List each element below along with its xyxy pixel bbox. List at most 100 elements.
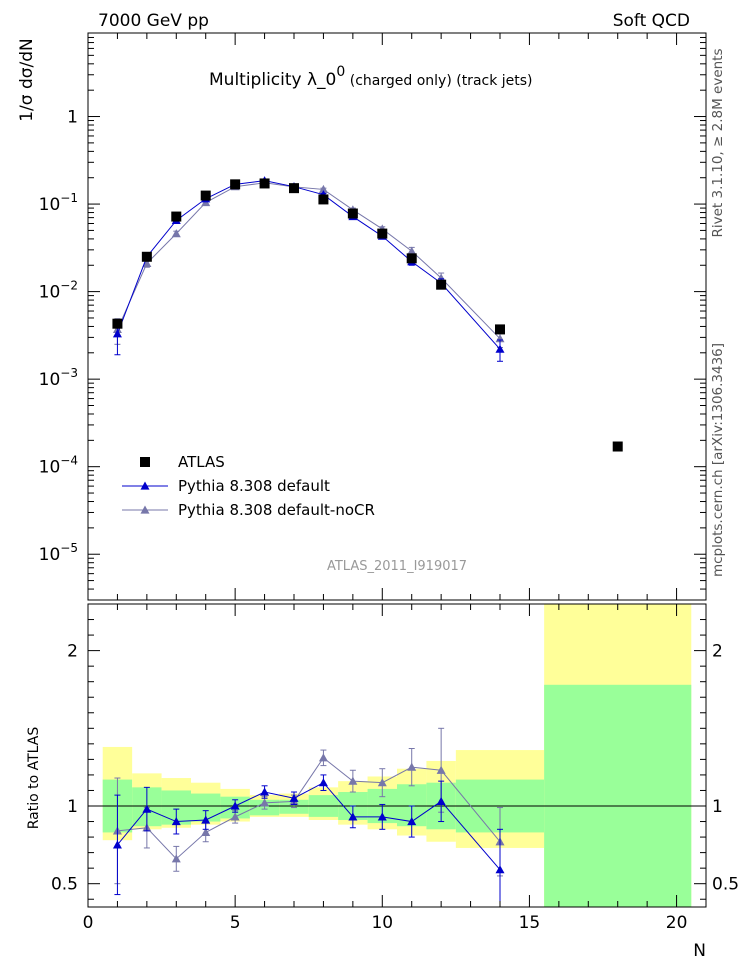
x-axis-label: N <box>693 941 706 961</box>
atlas-point-4 <box>230 179 241 190</box>
main-y-tick-label-base-0: 1 <box>67 108 78 128</box>
main-y-tick-label-exp-4: −4 <box>60 454 78 468</box>
default-point-0 <box>112 329 122 338</box>
band-inner-13 <box>544 684 692 907</box>
atlas-point-1 <box>141 251 152 262</box>
x-tick-label-0: 0 <box>83 913 94 933</box>
ratio-nocr-point-9 <box>377 778 387 787</box>
main-y-tick-label-exp-5: −5 <box>60 541 78 555</box>
x-tick-label-5: 5 <box>230 913 241 933</box>
legend-marker-1 <box>140 481 150 490</box>
ratio-default-point-10 <box>407 817 417 826</box>
axes <box>87 32 707 908</box>
ratio-default-point-8 <box>348 812 358 821</box>
ratio-panel-frame <box>87 603 707 908</box>
ratio-y-tick-label-right-2: 2 <box>712 642 723 662</box>
ratio-default-point-1 <box>142 804 152 813</box>
nocr-line <box>116 182 501 340</box>
main-panel-frame <box>87 32 707 601</box>
ratio-default-point-4 <box>230 801 240 810</box>
ratio-default-point-3 <box>201 815 211 824</box>
ratio-nocr-point-3 <box>201 827 211 837</box>
main-y-tick-label-exp-3: −3 <box>60 366 78 380</box>
analysis-watermark: ATLAS_2011_I919017 <box>327 559 467 574</box>
ratio-y-tick-label-left-0.5: 0.5 <box>51 875 78 895</box>
mcplots-reference-text: mcplots.cern.ch [arXiv:1306.3436] <box>710 343 726 577</box>
ratio-uncertainty-bands <box>102 604 692 907</box>
ratio-default-point-7 <box>318 778 328 787</box>
chart-title: Multiplicity λ_00 (charged only) (track … <box>209 64 533 90</box>
header-right: Soft QCD <box>613 11 690 31</box>
main-y-tick-label-0: 1 <box>67 108 78 128</box>
ratio-panel-series <box>112 727 505 908</box>
nocr-point-2 <box>171 229 181 238</box>
atlas-point-6 <box>289 183 299 194</box>
main-y-tick-label-2: 10−2 <box>39 279 78 303</box>
atlas-point-13 <box>612 441 623 452</box>
atlas-point-5 <box>259 178 270 189</box>
default-line <box>116 180 501 350</box>
ratio-nocr-point-5 <box>260 798 270 807</box>
legend-label-1: Pythia 8.308 default <box>178 477 330 495</box>
ratio-y-tick-label-right-0.5: 0.5 <box>712 875 739 895</box>
ratio-y-tick-label-left-1: 1 <box>67 797 78 817</box>
legend-marker-0 <box>140 457 150 467</box>
main-y-tick-label-exp-1: −1 <box>60 191 78 205</box>
rivet-version-text: Rivet 3.1.10, ≥ 2.8M events <box>710 48 726 237</box>
ratio-default-point-6 <box>289 793 299 802</box>
main-y-tick-label-base-3: 10 <box>39 370 61 390</box>
legend-marker-2 <box>140 505 150 514</box>
nocr-point-7 <box>318 184 328 194</box>
chart-title-superscript: 0 <box>336 64 345 80</box>
atlas-point-11 <box>436 279 447 290</box>
atlas-point-7 <box>318 194 329 205</box>
chart-title-main: Multiplicity λ_0 <box>209 70 336 90</box>
main-y-tick-label-base-4: 10 <box>39 458 61 478</box>
ratio-y-axis-label: Ratio to ATLAS <box>26 727 42 830</box>
main-y-tick-label-3: 10−3 <box>39 366 78 390</box>
header-left: 7000 GeV pp <box>98 11 209 31</box>
ratio-nocr-point-8 <box>348 776 358 785</box>
ratio-nocr-point-4 <box>230 812 240 821</box>
nocr-point-11 <box>436 273 446 282</box>
legend-label-2: Pythia 8.308 default-noCR <box>178 501 375 519</box>
default-point-12 <box>495 344 505 353</box>
atlas-point-8 <box>347 208 358 219</box>
x-tick-label-10: 10 <box>371 913 393 933</box>
main-y-tick-label-base-1: 10 <box>39 195 61 215</box>
ratio-y-tick-label-right-1: 1 <box>712 797 723 817</box>
main-y-tick-label-base-2: 10 <box>39 283 61 303</box>
atlas-point-10 <box>406 253 417 264</box>
x-tick-label-20: 20 <box>666 913 688 933</box>
chart-title-suffix: (charged only) (track jets) <box>345 73 532 89</box>
ratio-default-point-5 <box>260 787 270 796</box>
main-panel-series <box>112 176 623 452</box>
ratio-default-point-12 <box>495 865 505 874</box>
main-y-tick-label-exp-2: −2 <box>60 279 78 293</box>
ratio-default-point-11 <box>436 796 446 805</box>
atlas-point-2 <box>171 211 182 222</box>
nocr-point-10 <box>407 246 417 255</box>
atlas-point-12 <box>495 324 505 335</box>
ratio-nocr-point-7 <box>318 753 328 762</box>
y-axis-label: 1/σ dσ/dN <box>17 38 37 122</box>
ratio-y-tick-label-left-2: 2 <box>67 642 78 662</box>
atlas-point-9 <box>377 228 388 239</box>
main-y-tick-label-base-5: 10 <box>39 545 61 565</box>
ratio-nocr-point-11 <box>436 765 446 774</box>
ratio-nocr-point-10 <box>407 762 417 771</box>
main-y-tick-label-5: 10−5 <box>39 541 78 565</box>
main-y-tick-label-4: 10−4 <box>39 454 78 478</box>
x-tick-label-15: 15 <box>519 913 541 933</box>
legend-label-0: ATLAS <box>178 453 225 471</box>
atlas-point-0 <box>112 318 123 329</box>
ratio-nocr-point-2 <box>171 854 181 863</box>
legend: ATLAS Pythia 8.308 default Pythia 8.308 de… <box>122 453 375 519</box>
main-y-tick-label-1: 10−1 <box>39 191 78 215</box>
ratio-default-point-9 <box>377 812 387 821</box>
atlas-point-3 <box>200 190 211 201</box>
nocr-point-1 <box>142 258 152 268</box>
ratio-default-point-2 <box>171 817 181 826</box>
